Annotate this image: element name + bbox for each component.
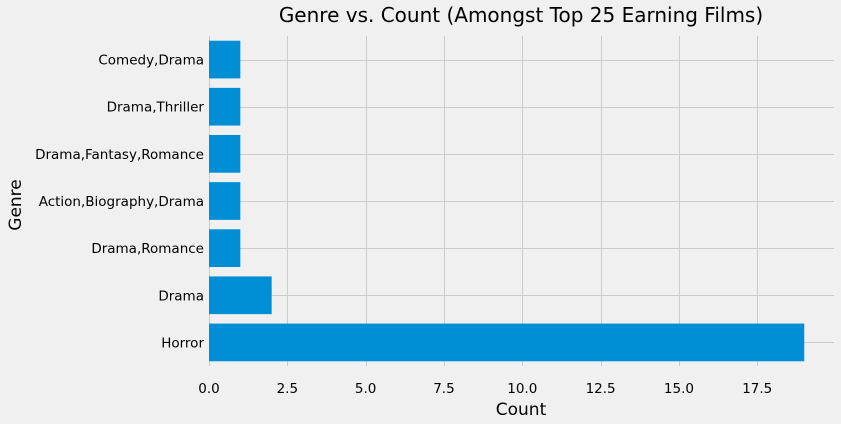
x-tick-label: 0.0 — [198, 381, 219, 397]
x-axis-label: Count — [496, 400, 547, 420]
y-tick-label: Drama,Thriller — [107, 100, 205, 116]
y-tick-label: Comedy,Drama — [98, 53, 204, 69]
y-axis-label: Genre — [6, 179, 26, 230]
x-tick-label: 12.5 — [586, 381, 616, 397]
y-tick-label: Drama — [158, 288, 204, 304]
chart-title: Genre vs. Count (Amongst Top 25 Earning … — [279, 3, 763, 27]
y-tick-label: Horror — [161, 335, 204, 351]
ticks-layer: 0.0 2.5 5.0 7.5 10.0 12.5 15.0 17.5 Horror Drama D… — [35, 53, 772, 397]
bar-drama-romance — [209, 229, 241, 267]
x-tick-label: 7.5 — [433, 381, 454, 397]
x-tick-label: 10.0 — [507, 381, 537, 397]
y-tick-label: Action,Biography,Drama — [39, 194, 204, 210]
bar-horror — [209, 323, 805, 362]
x-tick-label: 15.0 — [664, 381, 694, 397]
y-tick-label: Drama,Romance — [91, 241, 204, 257]
bar-action-biography-drama — [209, 182, 241, 220]
x-tick-label: 2.5 — [277, 381, 298, 397]
bar-comedy-drama — [209, 40, 241, 79]
grid-layer — [209, 36, 834, 366]
x-tick-label: 5.0 — [355, 381, 376, 397]
bar-drama — [209, 276, 272, 315]
bars-layer — [209, 40, 805, 362]
x-tick-label: 17.5 — [742, 381, 772, 397]
y-tick-label: Drama,Fantasy,Romance — [35, 147, 204, 163]
bar-drama-fantasy-romance — [209, 135, 241, 173]
bar-drama-thriller — [209, 87, 241, 126]
